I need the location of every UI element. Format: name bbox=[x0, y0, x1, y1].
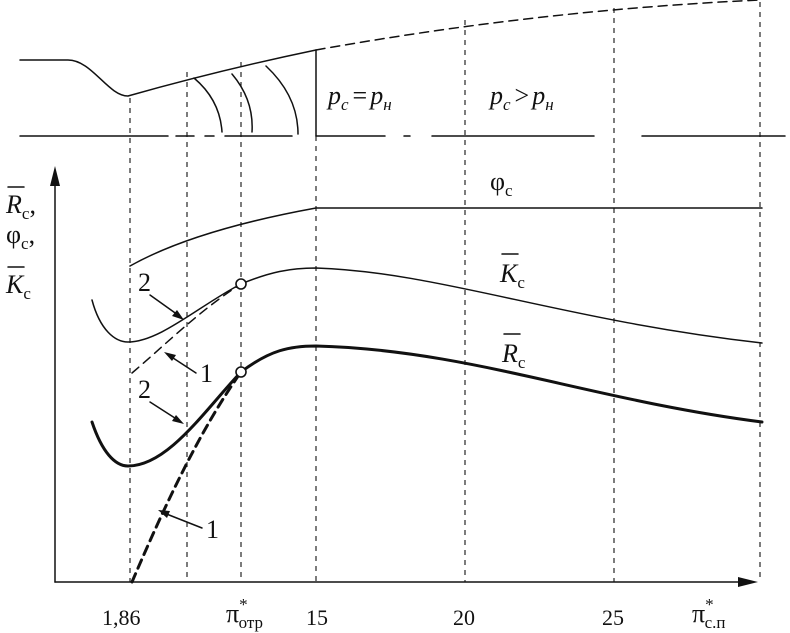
r-curve-branch-1 bbox=[130, 370, 243, 584]
k-curve-main bbox=[240, 267, 763, 344]
nozzle-wall-contour bbox=[19, 49, 317, 97]
nozzle-wall-extension bbox=[315, 0, 761, 51]
y-label-r: Rс, bbox=[5, 190, 36, 223]
k-curve-branch-2 bbox=[91, 283, 242, 343]
x-axis-arrow bbox=[738, 577, 758, 587]
tick-25: 25 bbox=[602, 605, 624, 630]
phi-curve bbox=[129, 207, 763, 267]
x-tick-labels: 1,86 π* отр 15 20 25 π* с.п bbox=[102, 595, 726, 632]
label-phi-curve: φс bbox=[490, 167, 513, 200]
vertical-guides bbox=[129, 2, 761, 582]
axes bbox=[50, 166, 758, 587]
label-k-branch-1: 1 bbox=[200, 359, 213, 388]
tick-1-86: 1,86 bbox=[102, 605, 141, 630]
tick-15: 15 bbox=[306, 605, 328, 630]
y-axis-arrow bbox=[50, 166, 60, 186]
y-label-phi: φс, bbox=[6, 220, 35, 253]
label-pressure-equal: pс = pн bbox=[326, 81, 392, 114]
label-r-curve: Rс bbox=[501, 339, 526, 372]
label-r-branch-1: 1 bbox=[206, 515, 219, 544]
tick-20: 20 bbox=[453, 605, 475, 630]
label-pressure-greater: pс > pн bbox=[488, 81, 554, 114]
shock-wave-3 bbox=[265, 65, 299, 135]
label-k-curve: Kс bbox=[499, 259, 525, 292]
y-axis-label: Rс, φс, Kс bbox=[5, 186, 36, 303]
label-r-branch-2: 2 bbox=[138, 375, 151, 404]
tick-pi-otr: π* отр bbox=[226, 595, 263, 632]
x-axis-label: π* с.п bbox=[692, 595, 726, 632]
k-junction-point bbox=[235, 278, 247, 290]
nozzle-sketch: pс = pн pс > pн bbox=[19, 0, 786, 137]
r-curve-main bbox=[239, 344, 764, 424]
y-label-k: Kс bbox=[5, 270, 31, 303]
r-junction-point bbox=[235, 366, 247, 378]
r-curve-branch-2 bbox=[90, 370, 243, 468]
shock-wave-1 bbox=[193, 77, 223, 133]
label-k-branch-2: 2 bbox=[138, 268, 151, 297]
branch-annotations: 2 1 2 1 bbox=[138, 268, 219, 544]
k-curve-branch-1 bbox=[131, 283, 242, 374]
shock-wave-2 bbox=[231, 73, 253, 133]
